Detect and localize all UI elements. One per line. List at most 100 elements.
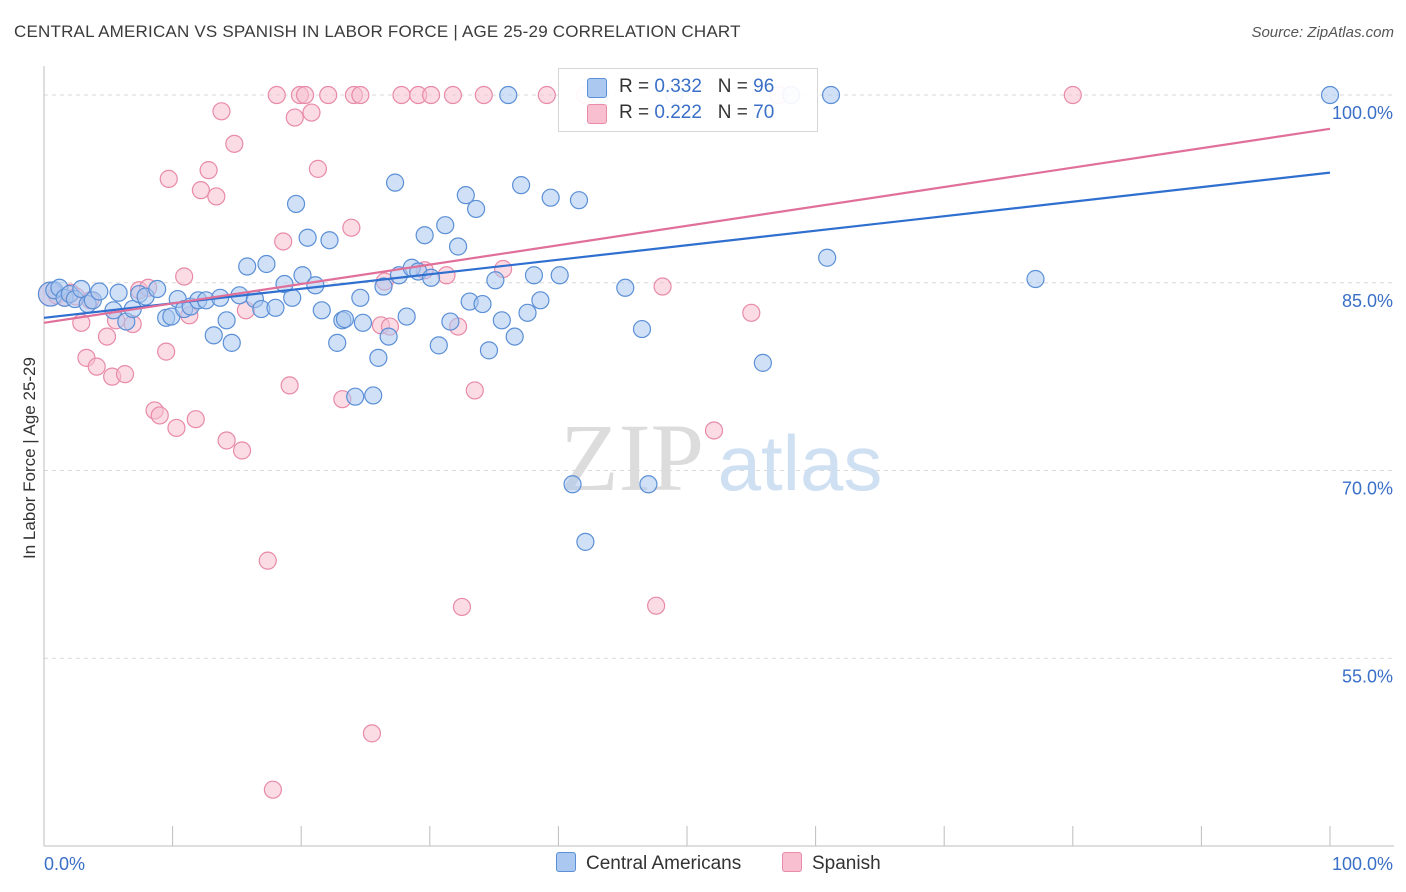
spanish-point — [362, 724, 382, 743]
central-americans-point — [266, 298, 285, 317]
spanish-point — [175, 267, 194, 286]
central-americans-point — [109, 283, 128, 302]
central-americans-point — [512, 176, 531, 195]
central-americans-point — [473, 294, 492, 314]
y-tick-label: 70.0% — [1342, 479, 1393, 499]
central-americans-point — [486, 271, 505, 290]
legend-n-label: N = — [717, 102, 748, 123]
central-americans-point — [374, 277, 393, 296]
spanish-point — [207, 187, 226, 206]
central-americans-point — [369, 348, 388, 367]
central-americans-point — [283, 288, 302, 307]
x-tick-label: 0.0% — [44, 854, 85, 874]
spanish-point — [258, 551, 277, 570]
spanish-point — [87, 357, 106, 376]
bottom-legend-central-americans: Central Americans — [556, 852, 741, 876]
legend-swatch-blue — [587, 78, 607, 98]
central-americans-point — [148, 279, 167, 299]
y-tick-label: 55.0% — [1342, 666, 1393, 686]
spanish-point — [191, 181, 210, 200]
spanish-point — [452, 597, 472, 617]
central-americans-point — [306, 276, 325, 295]
spanish-point — [159, 169, 178, 188]
watermark-zip: ZIP — [560, 404, 704, 511]
spanish-point — [465, 381, 484, 400]
central-americans-points — [37, 85, 1340, 551]
central-americans-point — [518, 303, 537, 322]
spanish-point — [443, 85, 463, 105]
central-americans-point — [298, 228, 317, 247]
correlation-legend: R = 0.332 N = 96 R = 0.222 N = 70 — [558, 68, 818, 132]
central-americans-point — [328, 333, 347, 352]
x-tick-label: 100.0% — [1332, 854, 1393, 874]
axes — [43, 66, 1394, 847]
spanish-point — [653, 277, 672, 296]
trend-lines — [43, 127, 1331, 324]
spanish-point — [285, 108, 304, 127]
central-americans-trend-line — [43, 171, 1331, 319]
central-americans-point — [505, 327, 524, 346]
central-americans-point — [217, 311, 236, 330]
central-americans-point — [204, 326, 223, 345]
bottom-legend-spanish: Spanish — [782, 852, 881, 876]
central-americans-point — [346, 387, 365, 406]
spanish-point — [280, 376, 299, 395]
central-americans-point — [639, 475, 658, 494]
legend-r-value: 0.332 — [654, 76, 702, 97]
spanish-point — [302, 103, 321, 122]
central-americans-point — [632, 319, 652, 339]
spanish-point — [212, 102, 231, 121]
spanish-point — [217, 431, 236, 450]
spanish-point — [167, 418, 186, 438]
central-americans-point — [541, 188, 560, 207]
source-credit: Source: ZipAtlas.com — [1251, 24, 1394, 41]
spanish-point — [704, 421, 724, 440]
central-americans-point — [550, 266, 569, 285]
central-americans-point — [1320, 85, 1340, 105]
central-americans-point — [436, 216, 455, 235]
spanish-point — [308, 159, 328, 178]
central-americans-point — [335, 309, 355, 329]
central-americans-point — [415, 226, 434, 245]
spanish-point — [437, 266, 456, 285]
central-americans-point — [616, 278, 635, 297]
central-americans-point — [379, 327, 398, 346]
tick-labels: 55.0% 70.0% 85.0% 100.0% 0.0% 100.0% — [44, 103, 1393, 874]
central-americans-point — [385, 173, 405, 192]
central-americans-point — [569, 191, 589, 210]
central-americans-point — [312, 301, 331, 320]
spanish-trend-line — [43, 127, 1331, 324]
central-americans-point — [90, 282, 109, 301]
central-americans-point — [397, 307, 416, 326]
central-americans-point — [351, 288, 370, 307]
central-americans-point — [238, 257, 257, 276]
central-americans-point — [1026, 269, 1045, 289]
central-americans-point — [576, 532, 595, 551]
spanish-point — [647, 596, 666, 615]
spanish-point — [199, 161, 218, 180]
spanish-point — [392, 85, 411, 105]
y-tick-label: 100.0% — [1332, 103, 1393, 123]
central-americans-point — [72, 279, 91, 299]
spanish-point — [232, 441, 252, 460]
spanish-point — [274, 232, 293, 251]
spanish-point — [186, 410, 205, 429]
spanish-point — [319, 85, 338, 105]
legend-swatch-pink — [587, 104, 607, 124]
legend-r-label: R = — [619, 76, 650, 97]
y-tick-label: 85.0% — [1342, 291, 1393, 311]
watermark: ZIP atlas — [560, 404, 882, 511]
central-americans-point — [286, 194, 306, 214]
central-americans-point — [320, 231, 339, 250]
y-axis-label: In Labor Force | Age 25-29 — [20, 357, 39, 559]
bottom-legend-swatch-pink — [782, 852, 802, 872]
spanish-point — [537, 85, 556, 105]
legend-n-value: 96 — [753, 76, 775, 97]
central-americans-point — [524, 266, 544, 285]
spanish-point — [225, 134, 244, 153]
spanish-point — [97, 327, 117, 346]
spanish-point — [150, 406, 169, 425]
central-americans-point — [499, 85, 518, 105]
central-americans-point — [821, 85, 841, 105]
